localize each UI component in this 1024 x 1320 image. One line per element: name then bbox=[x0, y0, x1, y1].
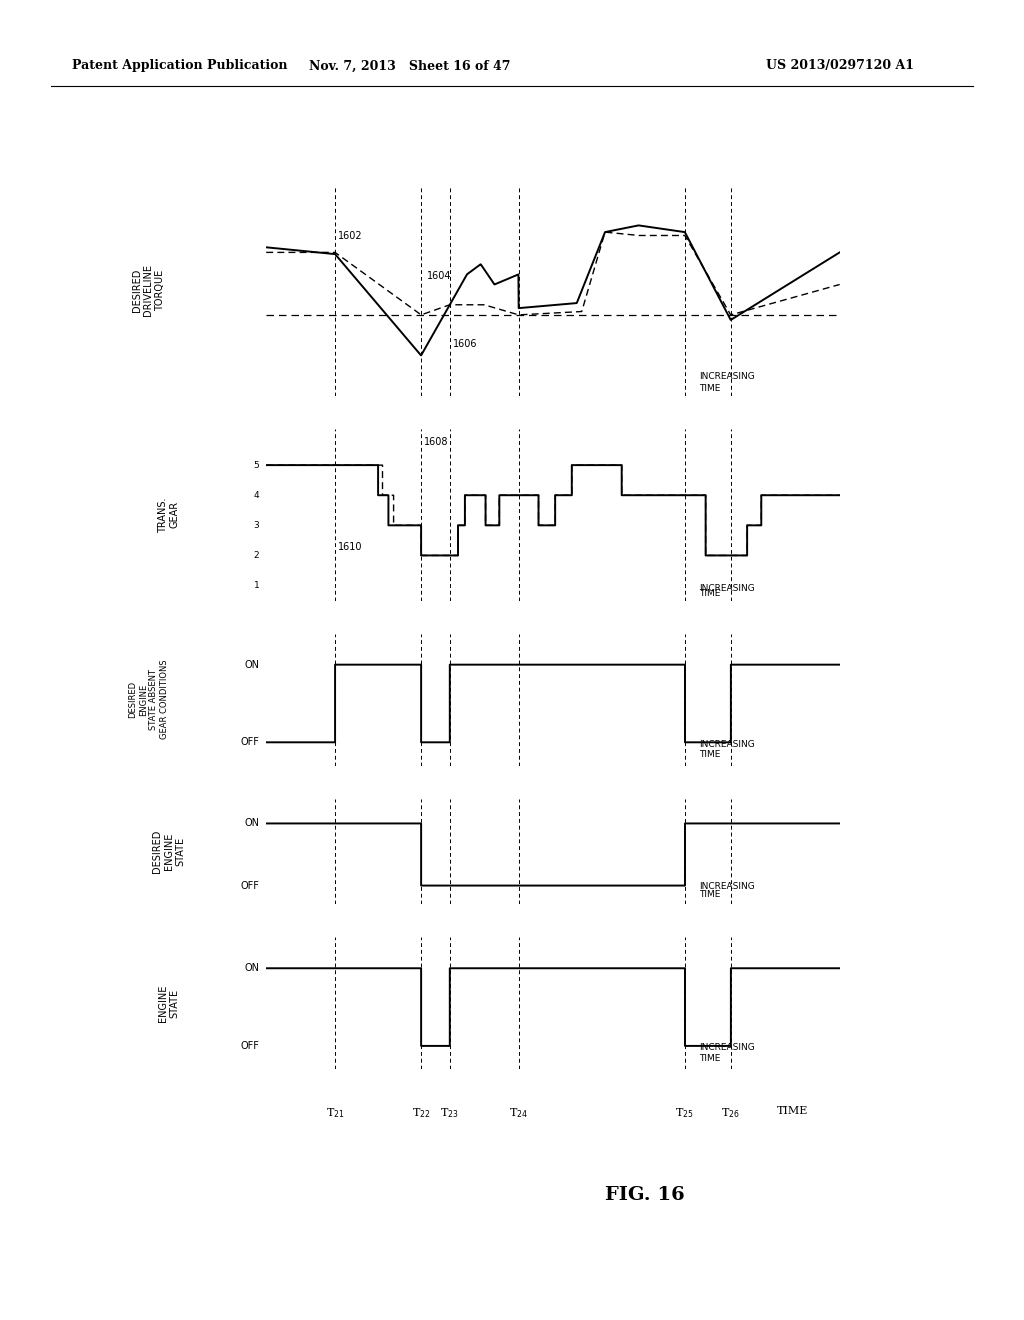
Text: DESIRED
DRIVELINE
TORQUE: DESIRED DRIVELINE TORQUE bbox=[132, 264, 165, 317]
Text: Nov. 7, 2013   Sheet 16 of 47: Nov. 7, 2013 Sheet 16 of 47 bbox=[309, 59, 510, 73]
Text: 1602: 1602 bbox=[338, 231, 362, 240]
Text: TIME: TIME bbox=[777, 1106, 808, 1117]
Text: DESIRED
ENGINE
STATE: DESIRED ENGINE STATE bbox=[153, 830, 185, 873]
Text: T$_{23}$: T$_{23}$ bbox=[440, 1106, 459, 1119]
Text: INCREASING: INCREASING bbox=[699, 1043, 755, 1052]
Text: OFF: OFF bbox=[241, 880, 259, 891]
Text: T$_{21}$: T$_{21}$ bbox=[326, 1106, 344, 1119]
Text: 1: 1 bbox=[254, 581, 259, 590]
Text: ENGINE
STATE: ENGINE STATE bbox=[158, 985, 180, 1022]
Text: ON: ON bbox=[245, 964, 259, 973]
Text: FIG. 16: FIG. 16 bbox=[605, 1185, 685, 1204]
Text: TIME: TIME bbox=[699, 384, 721, 392]
Text: OFF: OFF bbox=[241, 1041, 259, 1051]
Text: 2: 2 bbox=[254, 550, 259, 560]
Text: 1608: 1608 bbox=[424, 437, 449, 447]
Text: 5: 5 bbox=[254, 461, 259, 470]
Text: 4: 4 bbox=[254, 491, 259, 500]
Text: INCREASING: INCREASING bbox=[699, 583, 755, 593]
Text: TIME: TIME bbox=[699, 750, 721, 759]
Text: INCREASING: INCREASING bbox=[699, 372, 755, 380]
Text: 1606: 1606 bbox=[453, 339, 477, 348]
Text: 1604: 1604 bbox=[427, 271, 452, 281]
Text: T$_{24}$: T$_{24}$ bbox=[509, 1106, 528, 1119]
Text: INCREASING: INCREASING bbox=[699, 739, 755, 748]
Text: US 2013/0297120 A1: US 2013/0297120 A1 bbox=[766, 59, 913, 73]
Text: Patent Application Publication: Patent Application Publication bbox=[72, 59, 287, 73]
Text: T$_{25}$: T$_{25}$ bbox=[676, 1106, 694, 1119]
Text: TIME: TIME bbox=[699, 589, 721, 598]
Text: ON: ON bbox=[245, 818, 259, 829]
Text: OFF: OFF bbox=[241, 738, 259, 747]
Text: ON: ON bbox=[245, 660, 259, 669]
Text: T$_{26}$: T$_{26}$ bbox=[721, 1106, 740, 1119]
Text: TRANS.
GEAR: TRANS. GEAR bbox=[158, 498, 180, 532]
Text: INCREASING: INCREASING bbox=[699, 882, 755, 891]
Text: TIME: TIME bbox=[699, 890, 721, 899]
Text: 1610: 1610 bbox=[338, 543, 362, 553]
Text: 3: 3 bbox=[254, 521, 259, 529]
Text: TIME: TIME bbox=[699, 1053, 721, 1063]
Text: T$_{22}$: T$_{22}$ bbox=[412, 1106, 430, 1119]
Text: DESIRED
ENGINE
STATE ABSENT
GEAR CONDITIONS: DESIRED ENGINE STATE ABSENT GEAR CONDITI… bbox=[128, 660, 169, 739]
